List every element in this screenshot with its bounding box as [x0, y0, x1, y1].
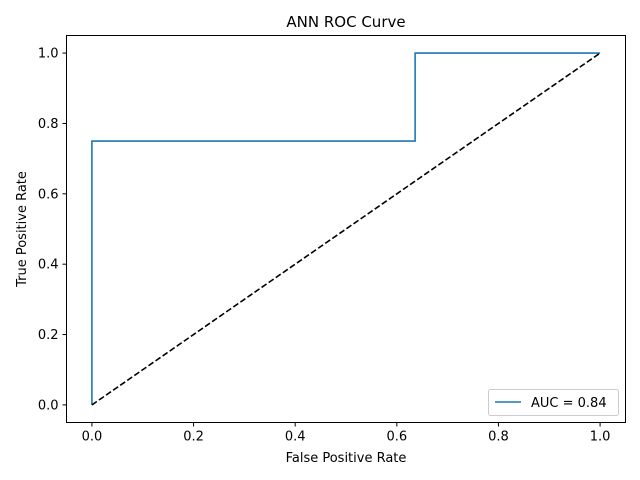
roc-curve-line	[91, 52, 601, 405]
x-tick-label: 0.4	[285, 430, 306, 445]
y-tick-label: 1.0	[38, 47, 59, 62]
x-axis-ticks: 0.0 0.2 0.4 0.6 0.8 1.0	[82, 422, 611, 445]
y-axis-ticks: 0.0 0.2 0.4 0.6 0.8 1.0	[38, 47, 67, 413]
legend: AUC = 0.84	[488, 389, 619, 416]
plot-frame	[66, 35, 626, 423]
x-tick-label: 0.0	[82, 430, 103, 445]
x-tick-label: 0.2	[183, 430, 204, 445]
y-axis-label: True Positive Rate	[15, 171, 30, 288]
legend-label-auc: AUC = 0.84	[531, 396, 607, 411]
legend-box	[488, 389, 619, 416]
y-tick-label: 0.8	[38, 117, 59, 132]
x-tick-label: 0.8	[488, 430, 509, 445]
y-tick-label: 0.2	[38, 328, 59, 343]
y-tick-label: 0.6	[38, 187, 59, 202]
y-tick-label: 0.4	[38, 258, 59, 273]
x-axis-label: False Positive Rate	[286, 451, 407, 466]
y-tick-label: 0.0	[38, 398, 59, 413]
x-tick-label: 1.0	[590, 430, 611, 445]
plot-series	[91, 52, 601, 406]
x-tick-label: 0.6	[386, 430, 407, 445]
chart-title: ANN ROC Curve	[286, 13, 405, 31]
